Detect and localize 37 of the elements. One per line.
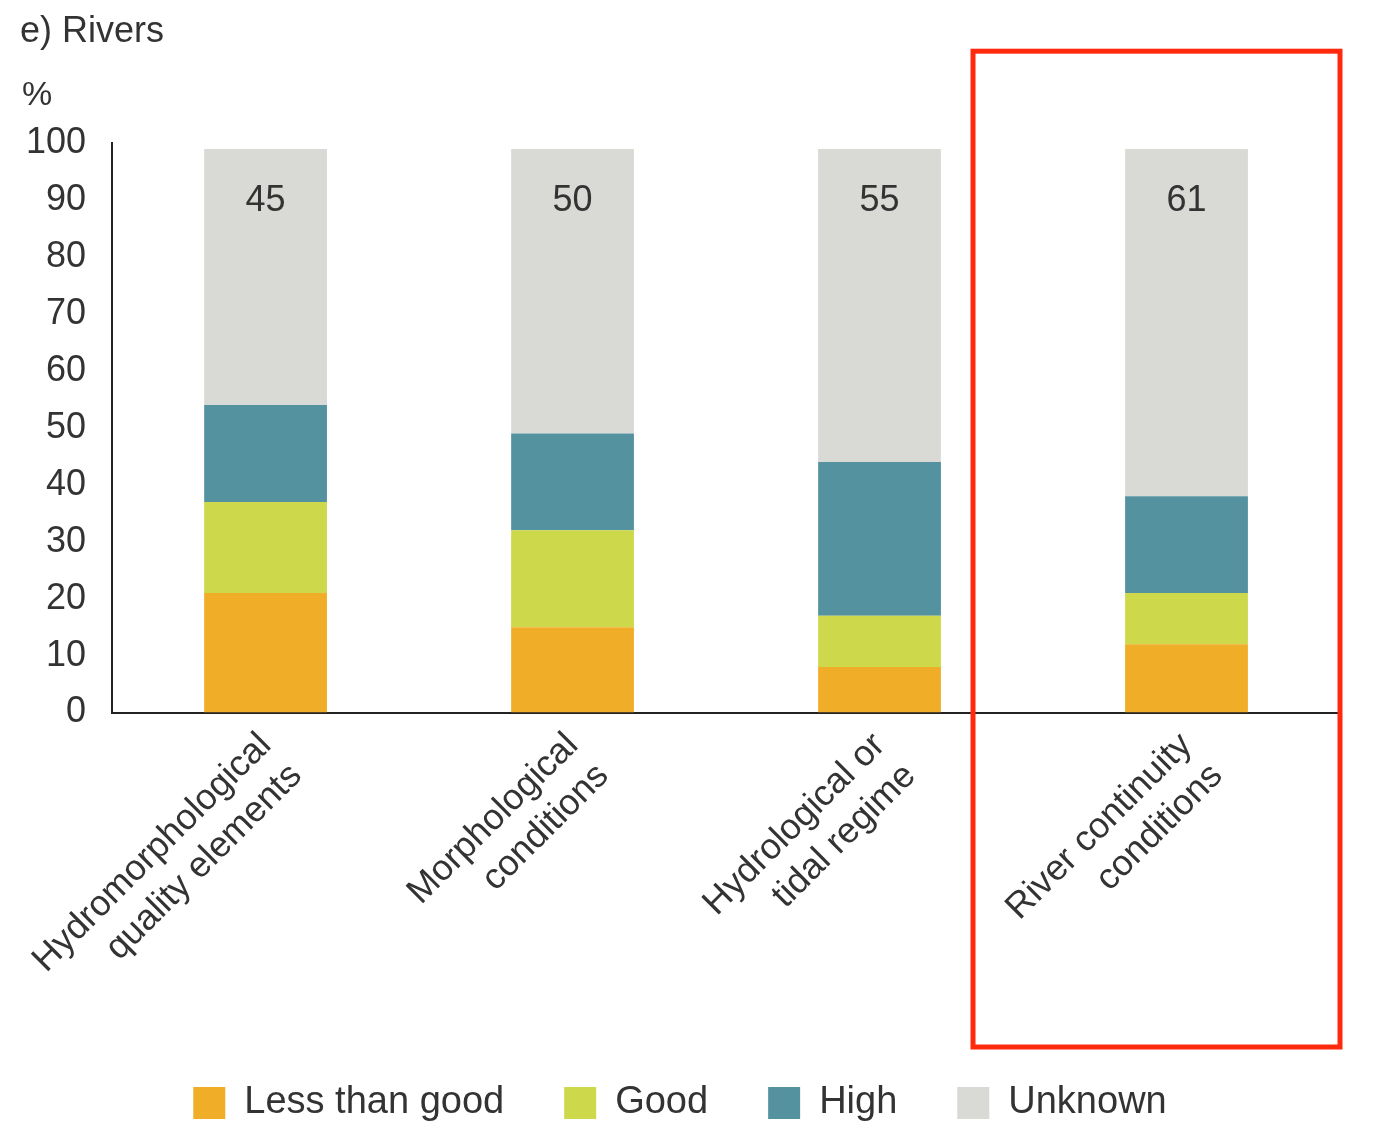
bar — [511, 433, 634, 531]
data-label: 61 — [1166, 177, 1207, 219]
bar — [511, 530, 634, 628]
y-tick-label: 80 — [46, 233, 87, 275]
bar — [204, 501, 327, 593]
y-tick-label: 30 — [46, 518, 87, 560]
y-tick-label: 90 — [46, 177, 87, 219]
y-tick-label: 40 — [46, 461, 87, 503]
data-label: 55 — [859, 177, 900, 219]
data-label: 50 — [552, 177, 593, 219]
y-axis-title: % — [22, 74, 53, 113]
bar — [1125, 148, 1248, 497]
data-label: 45 — [245, 177, 286, 219]
y-tick-label: 20 — [46, 575, 87, 617]
bar — [1125, 496, 1248, 593]
bar — [204, 405, 327, 502]
y-tick-label: 70 — [46, 290, 87, 332]
bar — [204, 592, 327, 713]
y-tick-label: 0 — [66, 689, 87, 731]
bar — [818, 148, 941, 463]
bar — [204, 148, 327, 406]
legend-label: High — [819, 1079, 898, 1122]
bar — [511, 148, 634, 434]
legend-label: Less than good — [244, 1079, 505, 1122]
y-tick-label: 60 — [46, 347, 87, 389]
y-tick-label: 10 — [46, 632, 87, 674]
bar — [818, 462, 941, 616]
bar — [1125, 592, 1248, 645]
y-tick-label: 50 — [46, 404, 87, 446]
bar — [1125, 644, 1248, 713]
y-tick-label: 100 — [25, 120, 87, 162]
bar — [818, 615, 941, 667]
legend-label: Unknown — [1008, 1079, 1167, 1122]
chart-title: e) Rivers — [20, 8, 165, 50]
legend-label: Good — [615, 1079, 709, 1122]
bar — [511, 627, 634, 713]
bar — [818, 666, 941, 713]
